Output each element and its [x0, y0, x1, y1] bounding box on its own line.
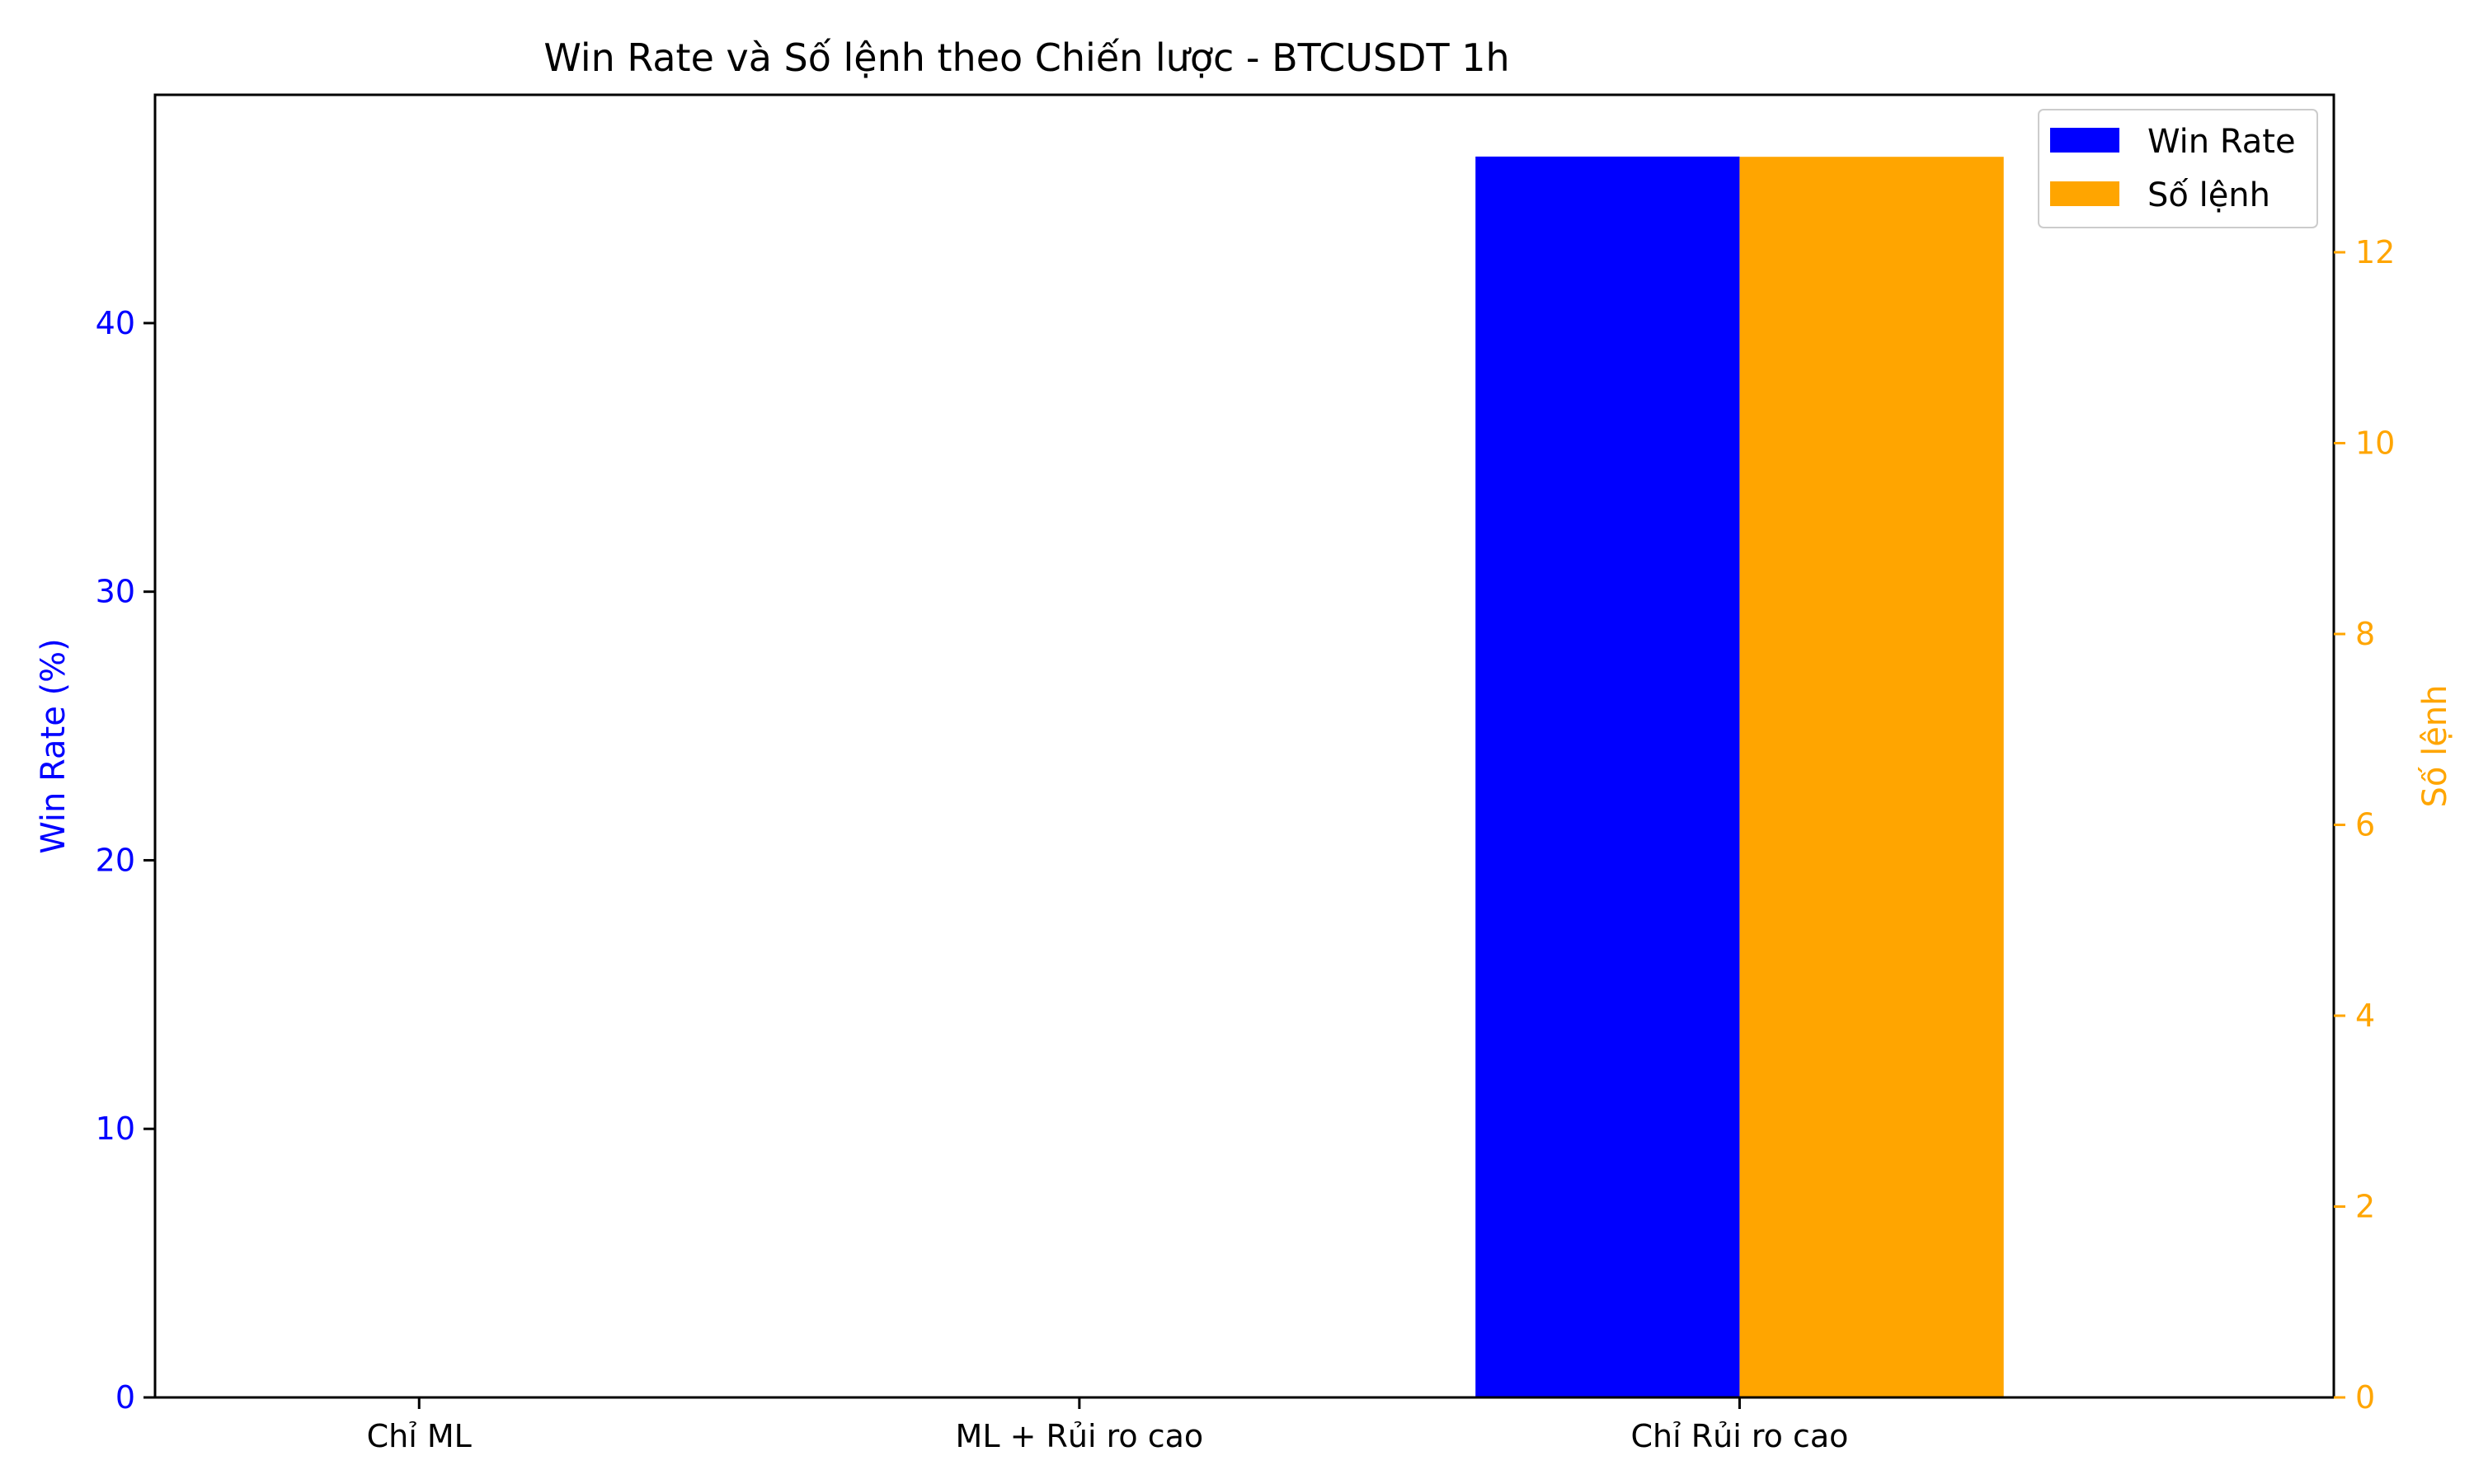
left-axis: 0 10 20 30 40 [96, 305, 155, 1416]
right-tick-label: 8 [2355, 616, 2375, 652]
legend-label-so-lenh: Số lệnh [2147, 176, 2270, 214]
x-tick-label: Chỉ Rủi ro cao [1630, 1418, 1848, 1454]
x-tick-label: ML + Rủi ro cao [956, 1418, 1204, 1454]
left-tick-label: 40 [96, 305, 135, 341]
left-tick-label: 20 [96, 842, 135, 878]
legend-swatch-win-rate [2050, 128, 2119, 153]
legend: Win Rate Số lệnh [2038, 109, 2318, 228]
right-tick-label: 2 [2355, 1188, 2375, 1224]
right-axis-label: Số lệnh [2416, 684, 2454, 807]
right-axis: 0 2 4 6 8 10 12 [2334, 234, 2395, 1416]
right-tick-label: 10 [2355, 425, 2395, 461]
right-tick-label: 4 [2355, 998, 2375, 1034]
right-tick-label: 0 [2355, 1379, 2375, 1416]
plot-frame [153, 93, 2335, 1399]
left-tick-label: 30 [96, 574, 135, 610]
x-axis: Chỉ ML ML + Rủi ro cao Chỉ Rủi ro cao [367, 1397, 1848, 1454]
bar-win-rate-chi-rui-ro-cao [1475, 156, 1740, 1397]
left-tick-label: 0 [115, 1379, 135, 1416]
right-tick-label: 12 [2355, 234, 2395, 270]
bars-layer [1475, 156, 2004, 1398]
bar-so-lenh-chi-rui-ro-cao [1739, 157, 2004, 1398]
left-tick-label: 10 [96, 1111, 135, 1147]
right-tick-label: 6 [2355, 806, 2375, 843]
x-tick-label: Chỉ ML [367, 1418, 472, 1454]
chart-title: Win Rate và Số lệnh theo Chiến lược - BT… [543, 35, 1509, 80]
left-axis-label: Win Rate (%) [35, 638, 73, 854]
legend-label-win-rate: Win Rate [2147, 123, 2296, 161]
legend-swatch-so-lenh [2050, 181, 2119, 206]
